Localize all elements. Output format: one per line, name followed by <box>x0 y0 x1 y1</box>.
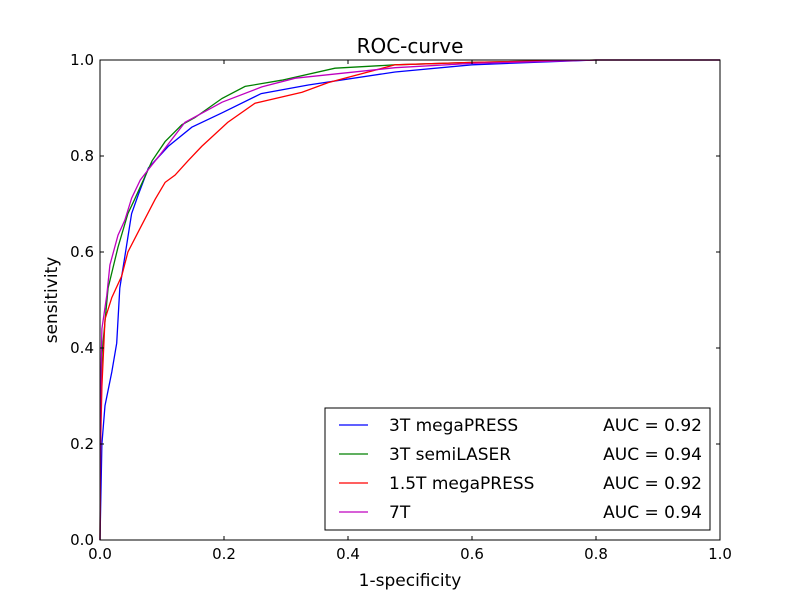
x-tick-label: 0.4 <box>336 545 360 563</box>
x-tick-label: 0.6 <box>460 545 484 563</box>
x-axis-label: 1-specificity <box>359 571 462 591</box>
y-axis-label: sensitivity <box>42 257 62 344</box>
y-tick-label: 0.8 <box>70 147 94 165</box>
legend-label: 7T <box>389 503 411 523</box>
y-tick-label: 0.2 <box>70 435 94 453</box>
plot-frame <box>99 59 721 541</box>
roc-curve-4 <box>99 59 720 541</box>
legend-auc: AUC = 0.94 <box>603 503 702 523</box>
x-tick-label: 1.0 <box>708 545 732 563</box>
y-tick-label: 0.0 <box>70 531 94 549</box>
legend-auc: AUC = 0.92 <box>603 416 702 436</box>
x-tick-label: 0.2 <box>212 545 236 563</box>
legend-auc: AUC = 0.94 <box>603 445 702 465</box>
y-tick-label: 0.6 <box>70 243 94 261</box>
roc-curve-3 <box>99 59 720 541</box>
legend-box <box>324 407 711 531</box>
legend-label: 1.5T megaPRESS <box>389 474 534 494</box>
y-tick-label: 1.0 <box>70 51 94 69</box>
chart-title: ROC-curve <box>357 34 464 58</box>
legend-auc: AUC = 0.92 <box>603 474 702 494</box>
x-tick-label: 0.0 <box>88 545 112 563</box>
x-tick-label: 0.8 <box>584 545 608 563</box>
legend-label: 3T megaPRESS <box>389 416 518 436</box>
legend: 3T megaPRESS AUC = 0.92 3T semiLASER AUC = … <box>324 407 711 531</box>
legend-label: 3T semiLASER <box>389 445 511 465</box>
y-tick-label: 0.4 <box>70 339 94 357</box>
